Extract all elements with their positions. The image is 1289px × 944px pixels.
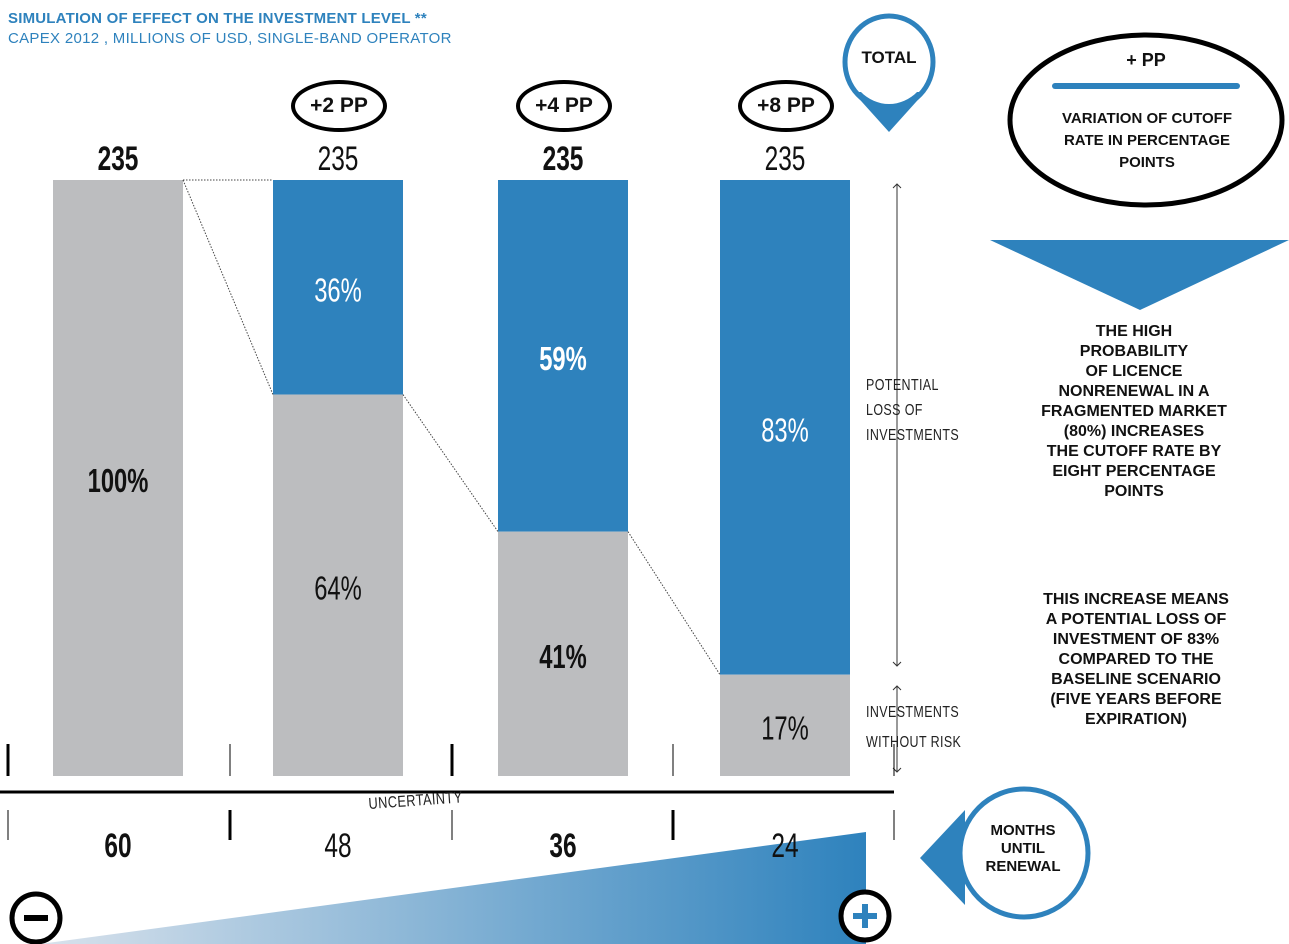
scenario-pp-badge: +2 PP: [291, 80, 387, 132]
bar-no-risk: [53, 180, 183, 776]
x-tick-label: 60: [104, 827, 131, 865]
bar-value-label: 41%: [539, 639, 587, 676]
months-pin: [920, 786, 1091, 920]
note-first: THE HIGH PROBABILITY OF LICENCE NONRENEW…: [984, 322, 1284, 502]
potential-loss-label: POTENTIAL LOSS OF INVESTMENTS: [866, 373, 959, 448]
bar-value-label: 83%: [761, 413, 809, 450]
plus-icon: [838, 889, 892, 943]
legend-ellipse: [1007, 32, 1285, 208]
connector-line: [402, 394, 499, 532]
legend-desc-line: POINTS: [1119, 154, 1175, 171]
note-line: EIGHT PERCENTAGE: [1052, 463, 1216, 480]
scenario-pp-label: +4 PP: [535, 94, 593, 117]
note-line: THIS INCREASE MEANS: [1043, 591, 1229, 608]
note-line: INVESTMENT OF 83%: [1052, 631, 1220, 648]
connector-line: [627, 531, 721, 675]
scenario-pp-badge: +8 PP: [738, 80, 834, 132]
bar-total-label: 235: [543, 140, 584, 178]
label-line: UNTIL: [1000, 840, 1046, 857]
bar-no-risk: [720, 674, 850, 776]
scenario-pp-badge: +4 PP: [516, 80, 612, 132]
bar-loss: [273, 180, 403, 395]
bar-total-label: 235: [98, 140, 139, 178]
note-line: BASELINE SCENARIO: [1051, 671, 1221, 688]
note-second: THIS INCREASE MEANS A POTENTIAL LOSS OF …: [986, 590, 1286, 730]
label-line: RENEWAL: [985, 858, 1061, 875]
bar-value-label: 36%: [314, 273, 362, 310]
label-line: MONTHS: [990, 822, 1056, 839]
minus-icon: [9, 891, 63, 944]
note-triangle: [990, 240, 1289, 310]
tick-marks: [6, 744, 895, 840]
legend-bar: [1052, 83, 1240, 89]
bar-loss: [498, 180, 628, 532]
x-tick-label: 36: [549, 827, 576, 865]
bar-loss: [720, 180, 850, 675]
chart-subtitle: CAPEX 2012 , MILLIONS OF USD, SINGLE-BAN…: [8, 30, 452, 47]
legend-desc-line: VARIATION OF CUTOFF: [1062, 110, 1232, 127]
bar-value-label: 64%: [314, 571, 362, 608]
scenario-pp-label: +8 PP: [757, 94, 815, 117]
bar-value-label: 59%: [539, 341, 587, 378]
label-line: WITHOUT RISK: [866, 734, 962, 751]
label-line: INVESTMENTS: [866, 427, 960, 444]
bar-no-risk: [498, 531, 628, 776]
note-line: FRAGMENTED MARKET: [1041, 403, 1227, 420]
note-line: EXPIRATION): [1085, 711, 1187, 728]
note-line: (80%) INCREASES: [1063, 423, 1205, 440]
bar-value-label: 17%: [761, 711, 809, 748]
label-line: INVESTMENTS: [866, 704, 960, 721]
note-line: A POTENTIAL LOSS OF: [1045, 611, 1227, 628]
note-line: PROBABILITY: [1079, 343, 1189, 360]
legend-pp-label: + PP: [1126, 50, 1166, 70]
without-risk-label: INVESTMENTS WITHOUT RISK: [866, 698, 961, 758]
total-label: TOTAL: [861, 48, 917, 67]
bar-total-label: 235: [765, 140, 806, 178]
months-until-renewal-label: MONTHS UNTIL RENEWAL: [968, 822, 1078, 876]
bar-no-risk: [273, 394, 403, 776]
x-tick-label: 48: [324, 827, 351, 865]
uncertainty-wedge: [40, 832, 866, 944]
note-line: THE HIGH: [1095, 323, 1173, 340]
label-line: LOSS OF: [866, 402, 923, 419]
note-line: THE CUTOFF RATE BY: [1046, 443, 1222, 460]
total-pin: [842, 13, 936, 132]
note-line: (FIVE YEARS BEFORE: [1050, 691, 1222, 708]
bar-total-label: 235: [318, 140, 359, 178]
x-tick-label: 24: [771, 827, 798, 865]
note-line: POINTS: [1104, 483, 1164, 500]
chart-title: SIMULATION OF EFFECT ON THE INVESTMENT L…: [8, 10, 427, 27]
bar-value-label: 100%: [88, 463, 149, 500]
bars-group: 100% 235 60 64% 36% 235 48 41% 59% 235 36 17% 83% 235…: [53, 140, 850, 865]
note-line: COMPARED TO THE: [1058, 651, 1214, 668]
note-line: NONRENEWAL IN A: [1058, 383, 1210, 400]
connector-line: [182, 179, 274, 395]
note-line: OF LICENCE: [1085, 363, 1183, 380]
scenario-pp-label: +2 PP: [310, 94, 368, 117]
label-line: POTENTIAL: [866, 377, 939, 394]
legend-desc-line: RATE IN PERCENTAGE: [1063, 132, 1231, 149]
legend-description: VARIATION OF CUTOFF RATE IN PERCENTAGE P…: [1002, 108, 1289, 174]
